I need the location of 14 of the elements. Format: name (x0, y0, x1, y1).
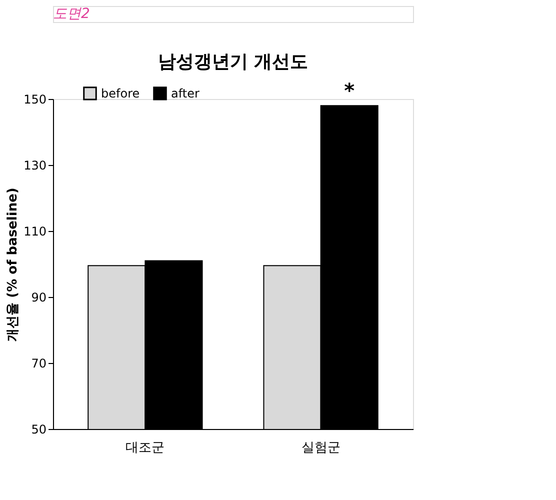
y-tick-label: 70 (31, 356, 46, 370)
chart-title: 남성갱년기 개선도 (158, 52, 308, 73)
x-tick-label: 대조군 (126, 440, 165, 456)
legend-label: after (171, 86, 200, 100)
y-tick-label: 130 (24, 158, 46, 172)
y-tick-label: 150 (24, 92, 46, 106)
y-tick-label: 50 (31, 422, 46, 436)
text: 도면2 (53, 6, 90, 22)
legend-label: before (101, 86, 140, 100)
y-tick-label: 90 (31, 290, 46, 304)
y-axis-title: 개선율 (% of baseline) (6, 188, 21, 342)
annotation: * (344, 78, 356, 103)
x-tick-label: 실험군 (301, 440, 340, 456)
y-tick-label: 110 (24, 224, 46, 238)
